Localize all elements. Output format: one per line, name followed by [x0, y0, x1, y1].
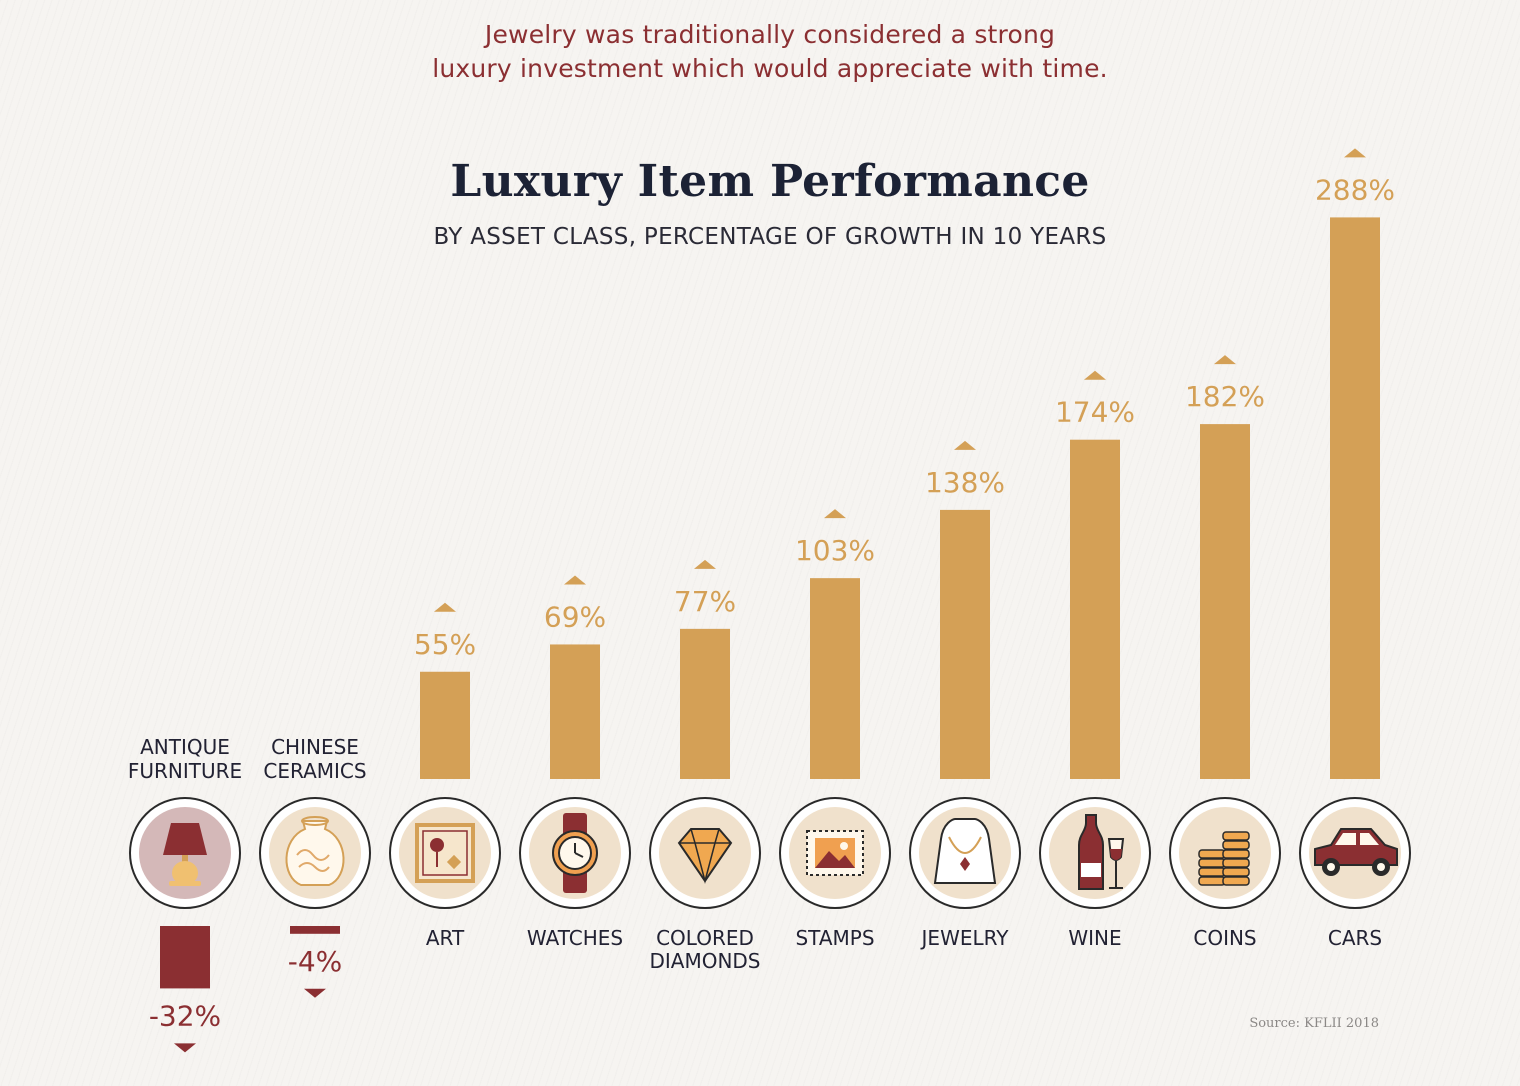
bar: [810, 578, 860, 779]
category-label: ANTIQUE: [140, 735, 230, 759]
bar: [940, 509, 990, 779]
value-label: 138%: [925, 466, 1005, 499]
value-label: 55%: [414, 628, 476, 661]
painting-icon: [389, 797, 501, 909]
bar: [550, 644, 600, 779]
vase-icon: [259, 797, 371, 909]
bar: [1200, 424, 1250, 779]
up-arrow-icon: [824, 509, 846, 519]
category-label: FURNITURE: [128, 759, 242, 783]
category-label: ART: [426, 926, 465, 950]
car-icon: [1299, 797, 1411, 909]
up-arrow-icon: [1084, 370, 1106, 380]
category-label: COINS: [1193, 926, 1256, 950]
bar: [680, 628, 730, 779]
category-label: WINE: [1068, 926, 1121, 950]
up-arrow-icon: [1214, 355, 1236, 365]
up-arrow-icon: [954, 440, 976, 450]
headline-line-2: luxury investment which would appreciate…: [432, 54, 1108, 83]
diamond-icon: [649, 797, 761, 909]
value-label: 69%: [544, 600, 606, 633]
headline-line-1: Jewelry was traditionally considered a s…: [484, 20, 1056, 49]
bar: [1330, 217, 1380, 779]
source-note: Source: KFLII 2018: [1249, 1016, 1379, 1031]
lamp-icon: [129, 797, 241, 909]
up-arrow-icon: [564, 575, 586, 585]
up-arrow-icon: [694, 559, 716, 569]
bar: [420, 671, 470, 779]
category-label: CHINESE: [271, 735, 359, 759]
wine-icon: [1039, 797, 1151, 909]
bar: [1070, 439, 1120, 779]
chart-subtitle: BY ASSET CLASS, PERCENTAGE OF GROWTH IN …: [433, 224, 1107, 250]
value-label: 174%: [1055, 396, 1135, 429]
coins-icon: [1169, 797, 1281, 909]
value-label: 103%: [795, 534, 875, 567]
up-arrow-icon: [434, 602, 456, 612]
category-label: CARS: [1328, 926, 1382, 950]
category-label: DIAMONDS: [649, 949, 760, 973]
down-arrow-icon: [174, 1043, 196, 1053]
category-label: JEWELRY: [920, 926, 1010, 950]
up-arrow-icon: [1344, 148, 1366, 158]
chart-title: Luxury Item Performance: [450, 156, 1090, 207]
value-label: 182%: [1185, 380, 1265, 413]
bar: [290, 926, 340, 934]
stamp-icon: [779, 797, 891, 909]
category-label: COLORED: [656, 926, 754, 950]
value-label: 288%: [1315, 173, 1395, 206]
necklace-icon: [909, 797, 1021, 909]
value-label: -4%: [288, 945, 343, 978]
down-arrow-icon: [304, 988, 326, 998]
bar: [160, 926, 210, 989]
category-label: CERAMICS: [263, 759, 366, 783]
watch-icon: [519, 797, 631, 909]
category-label: WATCHES: [527, 926, 623, 950]
category-label: STAMPS: [795, 926, 874, 950]
value-label: 77%: [674, 585, 736, 618]
headline: Jewelry was traditionally considered a s…: [0, 18, 1520, 86]
value-label: -32%: [149, 999, 221, 1032]
